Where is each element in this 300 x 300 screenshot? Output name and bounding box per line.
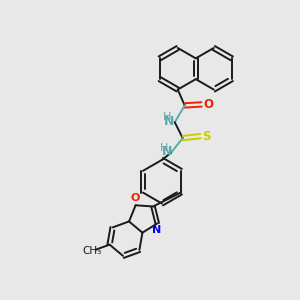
Text: O: O xyxy=(203,98,214,111)
Text: H: H xyxy=(163,112,171,122)
Text: CH₃: CH₃ xyxy=(82,246,101,256)
Text: H: H xyxy=(160,143,168,153)
Text: N: N xyxy=(164,115,174,128)
Text: N: N xyxy=(152,225,161,236)
Text: N: N xyxy=(161,146,172,158)
Text: S: S xyxy=(202,130,211,142)
Text: O: O xyxy=(131,193,140,203)
